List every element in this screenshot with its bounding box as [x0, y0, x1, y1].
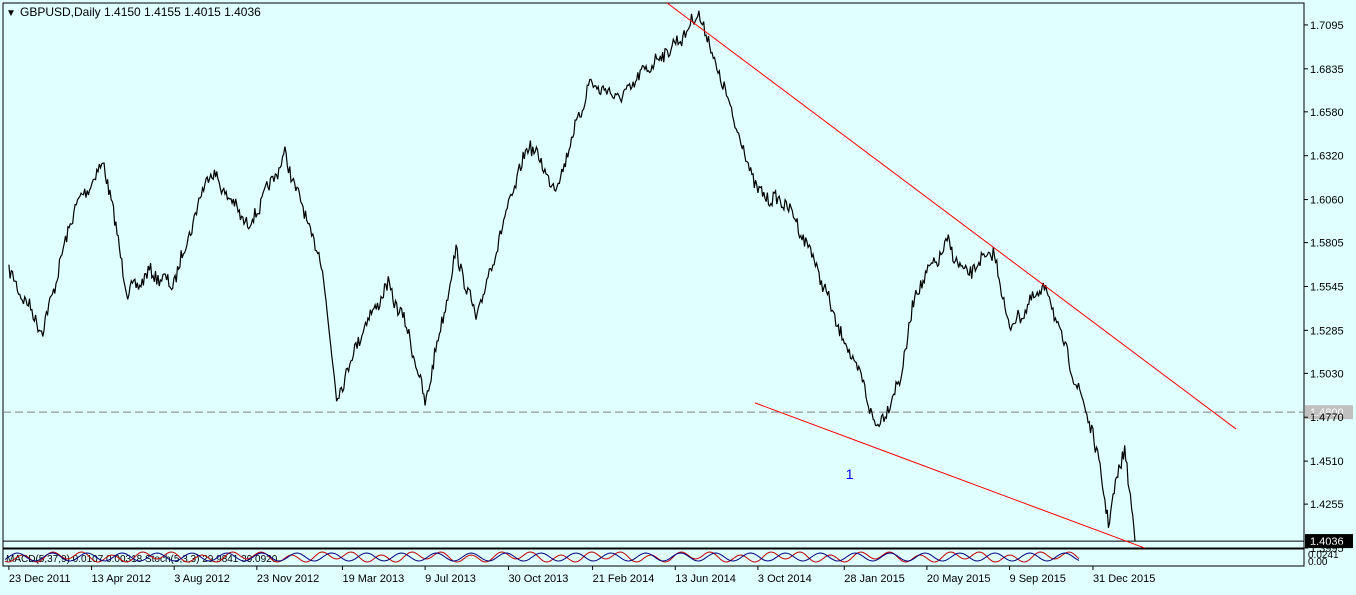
x-tick-label: 30 Oct 2013 — [508, 573, 568, 585]
wave-label: 1 — [846, 466, 854, 482]
y-axis: 1.7095 1.6835 1.6580 1.6320 1.6060 1.5805 1.55… — [1304, 20, 1344, 555]
x-tick-label: 9 Sep 2015 — [1010, 573, 1066, 585]
level-label-bg — [1305, 405, 1353, 420]
indicator-pane-border — [2, 548, 1305, 567]
y-tick-label: 1.4255 — [1310, 499, 1344, 511]
price-line — [8, 10, 1136, 542]
stoch-main-line — [4, 551, 1080, 563]
y-tick-label: 1.4510 — [1310, 456, 1344, 468]
x-tick-label: 13 Jun 2014 — [675, 573, 736, 585]
level-label: 1.4036 — [1310, 536, 1344, 548]
indicator-right-label-1: 0.00 — [1308, 557, 1328, 568]
x-tick-label: 19 Mar 2013 — [342, 573, 404, 585]
y-tick-label: 1.3995 — [1310, 543, 1344, 555]
x-tick-label: 28 Jan 2015 — [844, 573, 905, 585]
annotations: 1 — [846, 466, 854, 482]
chart-title: GBPUSD,Daily 1.4150 1.4155 1.4015 1.4036 — [20, 5, 261, 19]
price-series — [8, 10, 1136, 542]
chart-frame — [2, 2, 1305, 567]
y-tick-label: 1.5805 — [1310, 238, 1344, 250]
x-tick-label: 31 Dec 2015 — [1093, 573, 1155, 585]
y-tick-label: 1.6835 — [1310, 64, 1344, 76]
x-tick-label: 3 Oct 2014 — [758, 573, 812, 585]
indicator-label: MACD(5,37,9) 0.0107 0.00318 Stoch(5,3,3)… — [6, 554, 278, 565]
stoch-signal-line — [4, 552, 1080, 562]
x-tick-label: 20 May 2015 — [927, 573, 991, 585]
trend-line[interactable] — [666, 2, 1237, 430]
dropdown-arrow-icon[interactable]: ▼ — [6, 8, 16, 19]
x-tick-label: 21 Feb 2014 — [593, 573, 655, 585]
trend-line[interactable] — [754, 402, 1145, 549]
level-label: 1.4800 — [1310, 407, 1344, 419]
x-tick-label: 23 Dec 2011 — [9, 573, 71, 585]
main-pane-border — [2, 2, 1305, 549]
y-tick-label: 1.6060 — [1310, 195, 1344, 207]
x-tick-label: 3 Aug 2012 — [174, 573, 230, 585]
x-tick-label: 23 Nov 2012 — [257, 573, 319, 585]
level-label-bg — [1305, 534, 1353, 549]
x-tick-label: 13 Apr 2012 — [92, 573, 151, 585]
horizontal-levels: 1.4800 1.4036 — [3, 405, 1353, 549]
chart-header: ▼ GBPUSD,Daily 1.4150 1.4155 1.4015 1.40… — [6, 5, 261, 19]
y-tick-label: 1.7095 — [1310, 20, 1344, 32]
y-tick-label: 1.5545 — [1310, 281, 1344, 293]
x-axis: 23 Dec 2011 13 Apr 2012 3 Aug 2012 23 Nov 2… — [8, 566, 1155, 585]
x-tick-label: 9 Jul 2013 — [425, 573, 476, 585]
y-tick-label: 1.5030 — [1310, 368, 1344, 380]
y-tick-label: 1.6580 — [1310, 107, 1344, 119]
y-tick-label: 1.5285 — [1310, 325, 1344, 337]
indicator-pane: MACD(5,37,9) 0.0107 0.00318 Stoch(5,3,3)… — [4, 550, 1339, 568]
trend-lines — [666, 2, 1237, 549]
y-tick-label: 1.6320 — [1310, 151, 1344, 163]
y-tick-label: 1.4770 — [1310, 412, 1344, 424]
indicator-right-label-0: 0.0241 — [1308, 550, 1339, 561]
